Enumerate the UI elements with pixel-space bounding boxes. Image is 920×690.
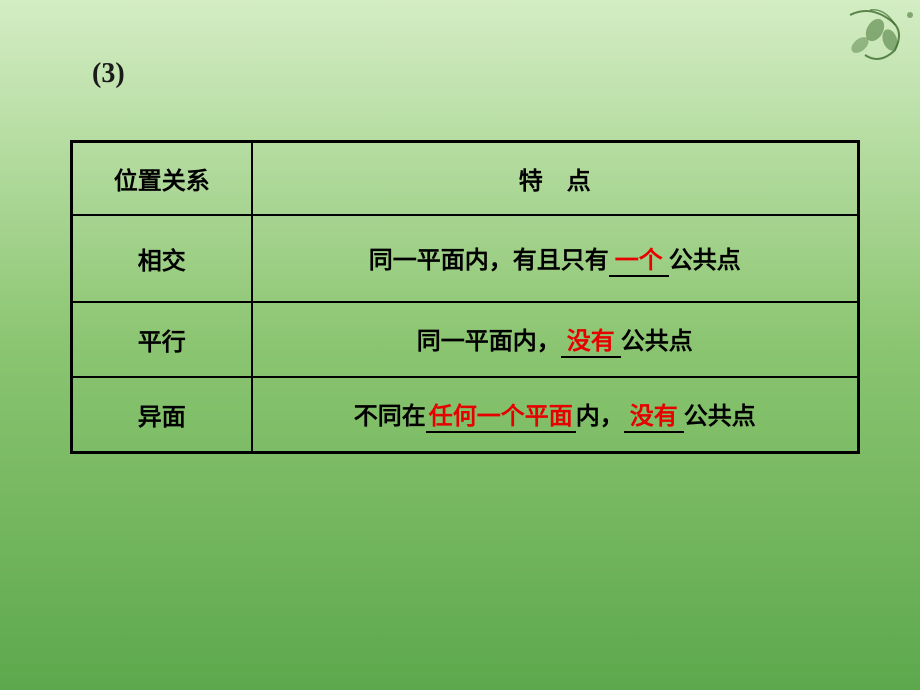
row2-content: 同一平面内，没有公共点	[252, 302, 859, 377]
row3-content: 不同在任何一个平面内，没有公共点	[252, 377, 859, 453]
row2-prefix: 同一平面内，	[417, 328, 561, 355]
table-row: 异面 不同在任何一个平面内，没有公共点	[72, 377, 859, 453]
row3-label: 异面	[72, 377, 252, 453]
header-col1: 位置关系	[72, 142, 252, 216]
row3-middle: 内，	[576, 403, 624, 430]
row1-content: 同一平面内，有且只有一个公共点	[252, 215, 859, 302]
row1-answer: 一个	[615, 247, 663, 274]
row1-prefix: 同一平面内，有且只有	[369, 247, 609, 274]
relations-table: 位置关系 特 点 相交 同一平面内，有且只有一个公共点 平行 同一平面内，没有公…	[70, 140, 860, 454]
row2-label: 平行	[72, 302, 252, 377]
row1-suffix: 公共点	[669, 247, 741, 274]
row3-suffix: 公共点	[684, 403, 756, 430]
table-header-row: 位置关系 特 点	[72, 142, 859, 216]
header-col2: 特 点	[252, 142, 859, 216]
row3-answer2: 没有	[630, 403, 678, 430]
row3-answer1: 任何一个平面	[429, 403, 573, 430]
table-row: 相交 同一平面内，有且只有一个公共点	[72, 215, 859, 302]
corner-decoration	[780, 0, 920, 100]
section-number: (3)	[92, 58, 125, 90]
row3-prefix: 不同在	[354, 403, 426, 430]
table-row: 平行 同一平面内，没有公共点	[72, 302, 859, 377]
row2-answer: 没有	[567, 328, 615, 355]
row1-label: 相交	[72, 215, 252, 302]
row2-suffix: 公共点	[621, 328, 693, 355]
